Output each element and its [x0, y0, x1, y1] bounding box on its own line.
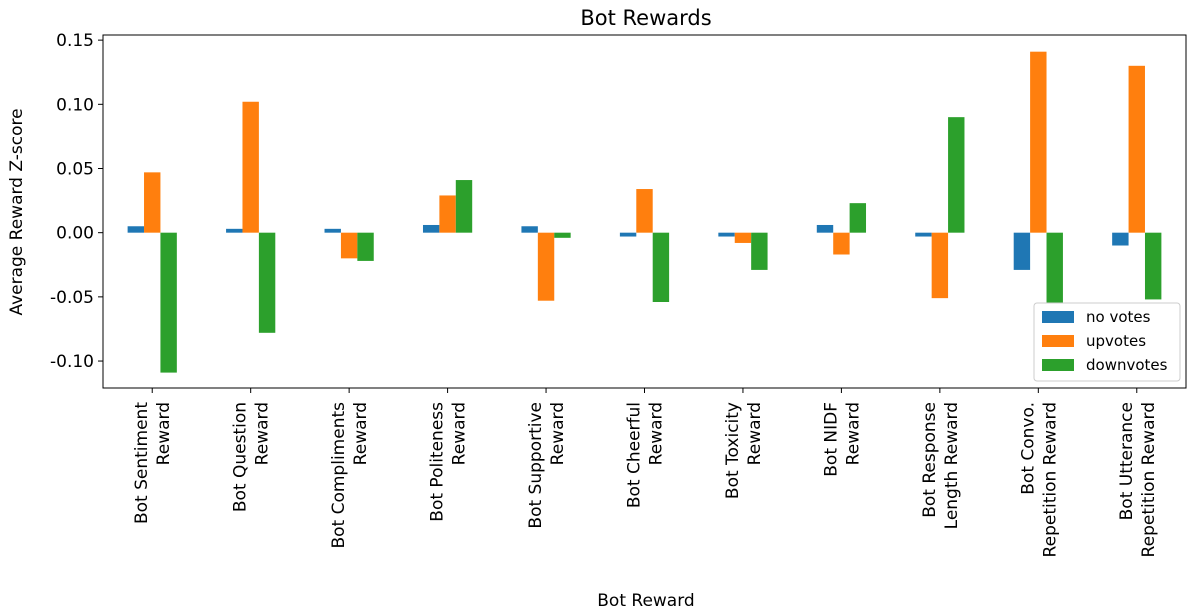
y-tick-label: -0.05	[50, 288, 94, 308]
x-tick-label: Bot Sentiment Reward	[132, 402, 174, 524]
plot-frame	[102, 34, 1187, 389]
y-axis-label: Average Reward Z-score	[7, 108, 27, 315]
bar	[242, 101, 259, 233]
legend-swatch	[1042, 359, 1074, 371]
x-tick-label: Bot Supportive Reward	[526, 402, 568, 529]
legend-swatch	[1042, 335, 1074, 347]
x-tick-label: Bot Politeness Reward	[428, 402, 470, 522]
x-tick-label: Bot Toxicity Reward	[723, 402, 765, 499]
legend-label: upvotes	[1086, 332, 1146, 350]
bar	[1030, 51, 1047, 233]
bar	[849, 203, 867, 233]
bar	[537, 232, 555, 301]
bar	[931, 232, 949, 299]
bar	[734, 232, 752, 243]
bar	[324, 228, 341, 233]
bar	[833, 232, 850, 255]
y-tick-label: 0.00	[56, 224, 94, 244]
legend-label: downvotes	[1086, 356, 1168, 374]
chart-title: Bot Rewards	[580, 6, 711, 30]
x-tick-label: Bot Question Reward	[231, 402, 273, 512]
bar	[1128, 65, 1145, 233]
bar	[718, 232, 735, 237]
y-tick-label: 0.15	[56, 31, 94, 51]
bar	[652, 232, 670, 302]
bar	[816, 224, 834, 233]
x-axis-label: Bot Reward	[597, 591, 694, 611]
bar	[521, 226, 538, 233]
bar	[340, 232, 358, 259]
bar	[226, 228, 243, 233]
bar	[258, 232, 276, 333]
bar	[144, 172, 161, 233]
legend-swatch	[1042, 311, 1074, 323]
bar	[619, 232, 637, 237]
y-tick-label: -0.10	[50, 352, 94, 372]
bar	[751, 232, 768, 270]
y-tick-label: 0.05	[56, 159, 94, 179]
bar	[357, 232, 374, 261]
x-tick-label: Bot Response Length Reward	[920, 402, 962, 529]
bar	[1112, 232, 1129, 246]
legend-label: no votes	[1086, 308, 1151, 326]
bar	[439, 195, 456, 233]
bar	[455, 180, 473, 233]
x-tick-label: Bot Utterance Repetition Reward	[1117, 402, 1159, 557]
bar	[422, 224, 440, 233]
bar	[160, 232, 177, 373]
bar	[948, 117, 965, 233]
bar	[636, 189, 653, 233]
bar	[1144, 232, 1162, 300]
bar	[127, 226, 145, 233]
bar	[1046, 232, 1063, 317]
x-tick-label: Bot Convo. Repetition Reward	[1018, 402, 1060, 557]
y-tick-label: 0.10	[56, 95, 94, 115]
bar	[915, 232, 932, 237]
x-tick-label: Bot Compliments Reward	[329, 402, 371, 549]
x-tick-label: Bot NIDF Reward	[821, 402, 863, 477]
x-tick-label: Bot Cheerful Reward	[625, 402, 667, 508]
bar	[554, 232, 571, 238]
bar	[1013, 232, 1031, 270]
